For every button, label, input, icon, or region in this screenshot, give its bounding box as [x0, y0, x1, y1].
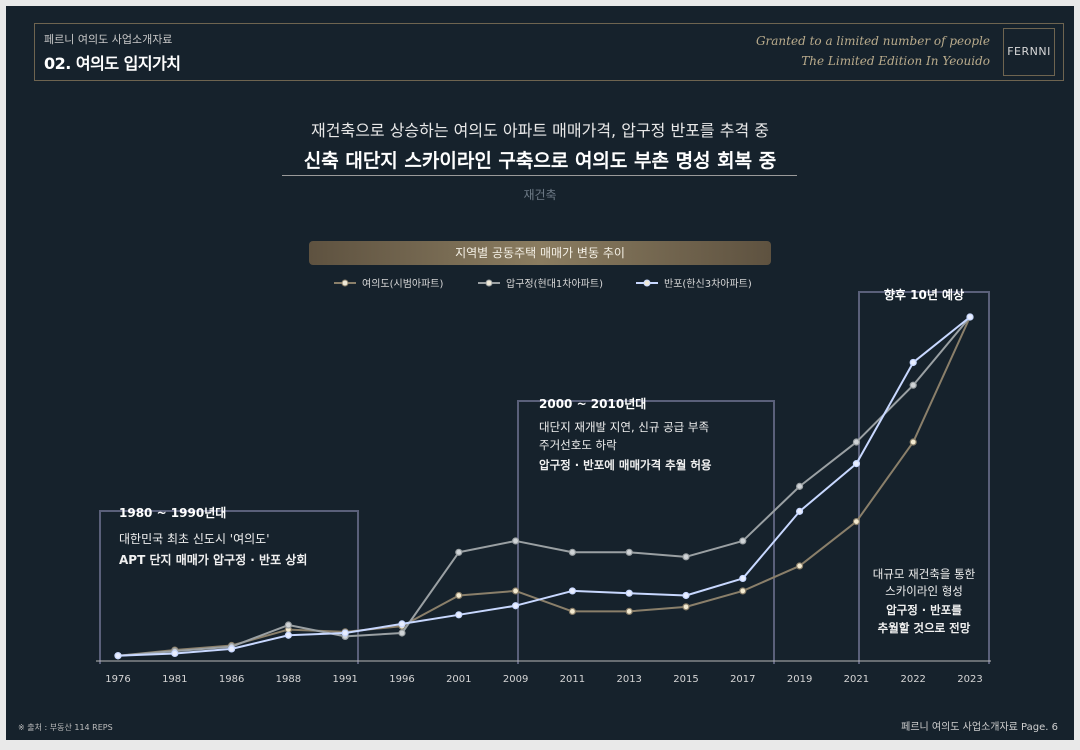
x-tick-label: 1988 [276, 674, 301, 685]
annotation-text: 압구정 · 반포에 매매가격 추월 허용 [539, 458, 712, 472]
x-tick-label: 2001 [446, 674, 471, 685]
subtitle-tagline: 재건축 [523, 188, 557, 202]
annotation-text: 대규모 재건축을 통한 [873, 567, 976, 581]
annotation-title: 2000 ~ 2010년대 [539, 397, 646, 411]
x-tick-label: 2023 [957, 674, 982, 685]
x-tick-label: 1991 [332, 674, 357, 685]
series-line-3 [117, 316, 971, 657]
data-point [852, 517, 861, 526]
data-point [795, 562, 804, 570]
x-tick-label: 2017 [730, 674, 755, 685]
subtitle-divider [282, 175, 797, 176]
data-point [568, 587, 577, 595]
annotation-text: 추월할 것으로 전망 [878, 621, 971, 635]
data-point [682, 553, 690, 561]
source-note: ※ 출처 : 부동산 114 REPS [18, 723, 113, 732]
annotation-title: 향후 10년 예상 [884, 287, 964, 302]
data-point [228, 645, 236, 653]
annotation-text: 대한민국 최초 신도시 '여의도' [119, 532, 270, 546]
annotation-text: 스카이라인 형성 [885, 584, 963, 598]
x-tick-label: 1986 [219, 674, 244, 685]
annotation-text: 대단지 재개발 지연, 신규 공급 부족 [539, 420, 709, 434]
x-tick-label: 1996 [389, 674, 414, 685]
data-point [682, 603, 690, 611]
legend-swatch-dot [643, 279, 651, 287]
legend-label: 반포(한신3차아파트) [664, 278, 752, 290]
data-point [795, 507, 804, 515]
x-tick-label: 2009 [503, 674, 528, 685]
data-point [512, 537, 520, 545]
x-tick-label: 2015 [673, 674, 698, 685]
page-number: 페르니 여의도 사업소개자료 Page. 6 [901, 722, 1058, 733]
x-tick-label: 2011 [560, 674, 585, 685]
section-title: 02. 여의도 입지가치 [44, 54, 181, 73]
annotation-title: 1980 ~ 1990년대 [119, 506, 226, 520]
annotation-text: 주거선호도 하락 [539, 438, 617, 452]
x-tick-label: 1976 [105, 674, 130, 685]
slide: 페르니 여의도 사업소개자료 02. 여의도 입지가치 Granted to a… [6, 6, 1074, 740]
x-tick-label: 2021 [844, 674, 869, 685]
data-point [284, 621, 292, 629]
annotation-frame-2 [517, 400, 775, 664]
brand-logo: FERNNI [1003, 28, 1055, 76]
data-point [341, 629, 349, 637]
legend-swatch-dot [485, 279, 493, 287]
data-point [852, 438, 861, 446]
annotation-text: 압구정 · 반포를 [886, 603, 962, 617]
series-line-2 [117, 316, 971, 657]
x-tick-label: 2022 [900, 674, 925, 685]
script-tagline-1: Granted to a limited number of people [755, 34, 990, 48]
x-tick-label: 2013 [616, 674, 641, 685]
document-label: 페르니 여의도 사업소개자료 [44, 33, 173, 46]
subtitle-line-1: 재건축으로 상승하는 여의도 아파트 매매가격, 압구정 반포를 추격 중 [311, 121, 769, 140]
header-frame [34, 23, 1064, 81]
data-point [966, 313, 974, 321]
subtitle-line-2: 신축 대단지 스카이라인 구축으로 여의도 부촌 명성 회복 중 [303, 150, 777, 172]
annotation-frame-3 [858, 291, 990, 664]
annotation-text: APT 단지 매매가 압구정 · 반포 상회 [119, 552, 307, 567]
data-point [455, 591, 463, 600]
data-point [398, 629, 406, 637]
data-point [852, 460, 861, 468]
data-point [625, 548, 633, 556]
chart-title-pill: 지역별 공동주택 매매가 변동 추이 [309, 241, 771, 265]
x-tick-label: 2019 [787, 674, 812, 685]
legend-swatch-dot [341, 279, 349, 287]
script-tagline-2: The Limited Edition In Yeouido [801, 54, 990, 68]
data-point [284, 631, 292, 639]
data-point [682, 591, 690, 600]
x-tick-label: 1981 [162, 674, 187, 685]
data-point [455, 548, 463, 556]
data-point [739, 537, 747, 545]
data-point [512, 602, 520, 610]
data-point [455, 611, 463, 619]
data-point [739, 574, 747, 583]
annotation-frame-1 [99, 510, 359, 664]
data-point [512, 587, 520, 595]
data-point [625, 607, 633, 615]
data-point [568, 607, 577, 615]
price-trend-chart: 1976 1981 1986 1988 1991 1996 2001 2009 2011 2013… [96, 277, 991, 685]
data-point [909, 381, 917, 389]
data-point [171, 649, 179, 658]
data-point [114, 652, 122, 660]
data-point [909, 438, 917, 446]
data-point [625, 589, 633, 597]
data-point [568, 548, 577, 556]
data-point [795, 482, 804, 490]
data-point [909, 358, 917, 367]
data-point [398, 620, 406, 628]
legend-label: 여의도(시범아파트) [362, 278, 444, 290]
series-line-1 [117, 316, 971, 657]
legend-label: 압구정(현대1차아파트) [506, 277, 603, 290]
data-point [739, 587, 747, 595]
